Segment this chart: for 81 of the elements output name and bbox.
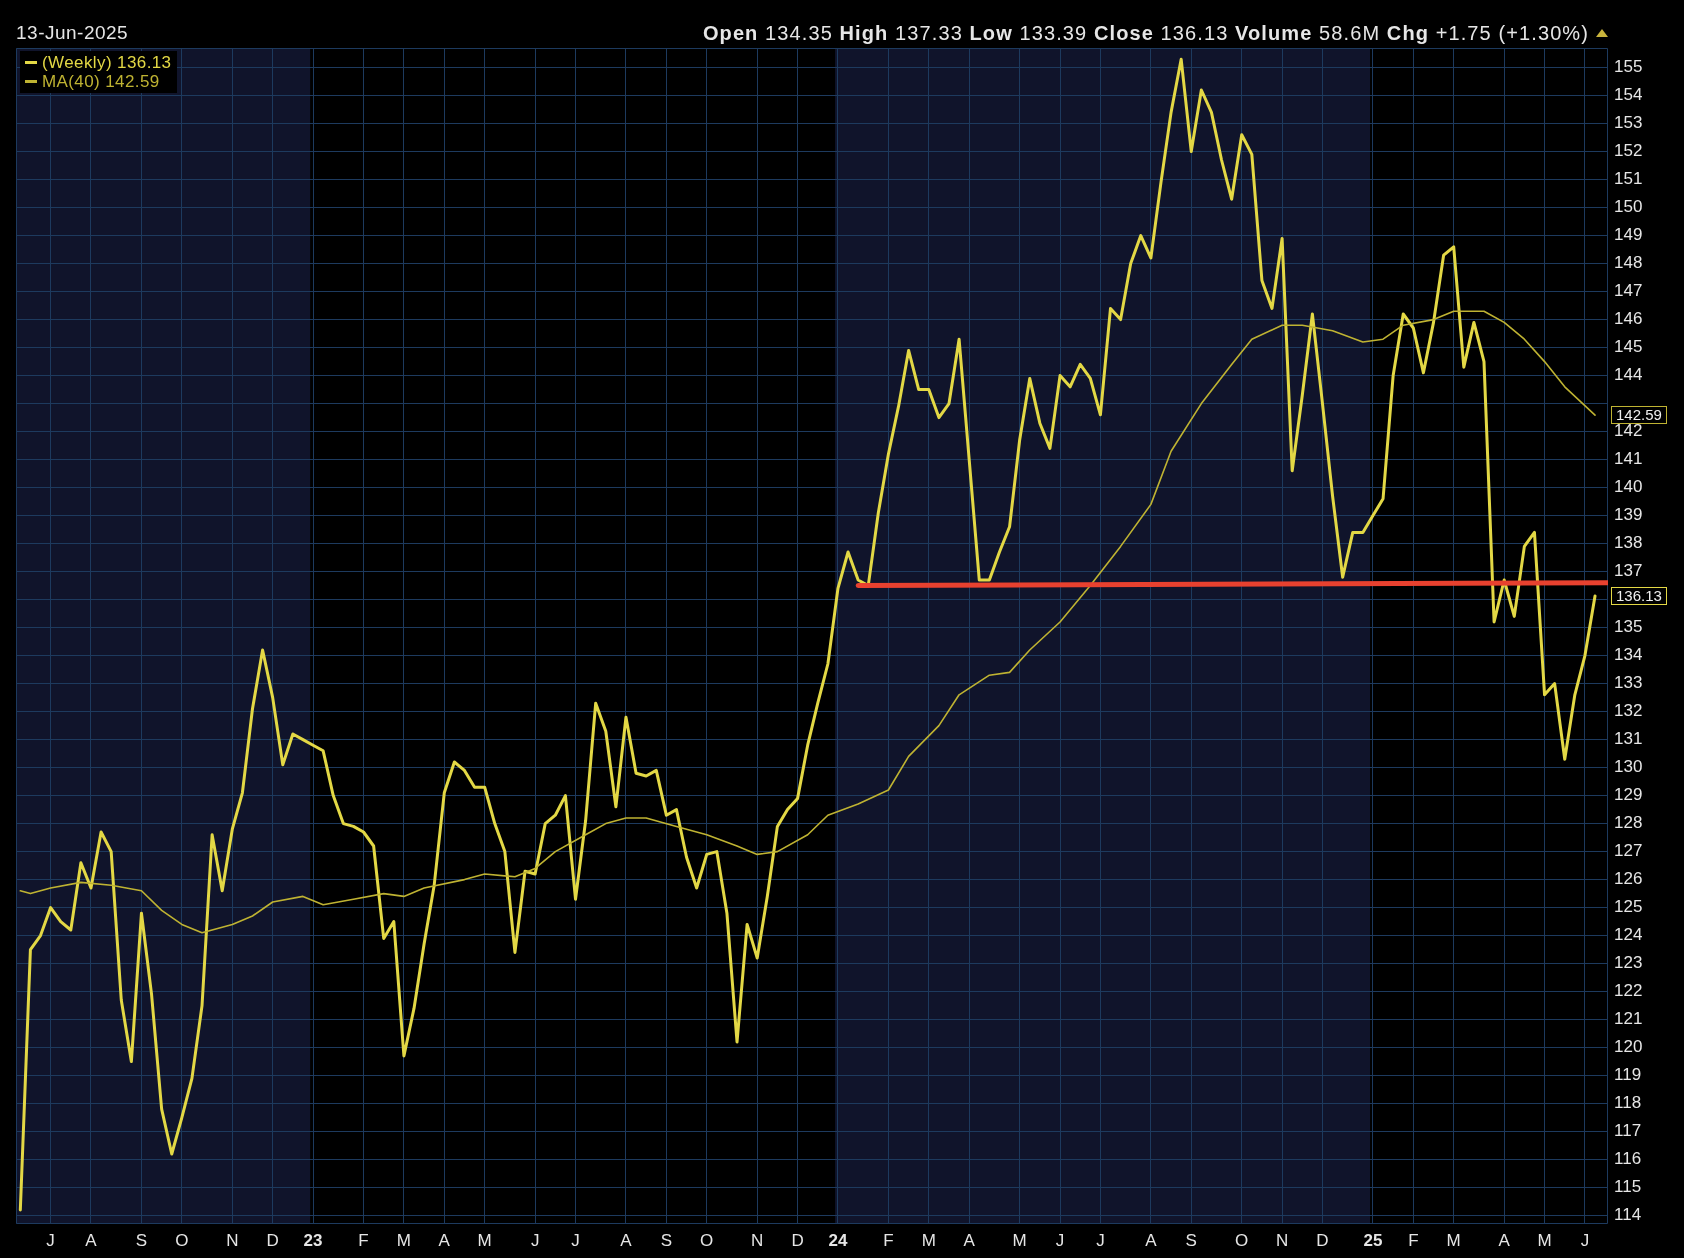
x-tick-label: A [85, 1230, 98, 1250]
y-tick-label: 150 [1614, 197, 1643, 217]
y-tick-label: 133 [1614, 673, 1643, 693]
x-tick-label: O [1235, 1230, 1249, 1250]
x-tick-label: S [660, 1230, 673, 1250]
y-tick-label: 130 [1614, 757, 1643, 777]
x-tick-label: S [135, 1230, 148, 1250]
x-tick-label: O [175, 1230, 189, 1250]
x-tick-label: 25 [1363, 1230, 1383, 1250]
y-tick-label: 153 [1614, 113, 1643, 133]
x-tick-label: A [1145, 1230, 1158, 1250]
y-tick-label: 146 [1614, 309, 1643, 329]
x-tick-label: A [438, 1230, 451, 1250]
y-tick-label: 114 [1614, 1205, 1642, 1225]
x-tick-label: M [477, 1230, 492, 1250]
y-tick-label: 141 [1614, 449, 1643, 469]
y-tick-label: 131 [1614, 729, 1643, 749]
y-tick-label: 151 [1614, 169, 1643, 189]
x-tick-label: J [46, 1230, 55, 1250]
x-tick-label: A [963, 1230, 976, 1250]
x-tick-label: D [791, 1230, 804, 1250]
y-tick-label: 147 [1614, 281, 1643, 301]
y-tick-label: 121 [1614, 1009, 1643, 1029]
y-tick-label: 120 [1614, 1037, 1643, 1057]
y-tick-label: 134 [1614, 645, 1643, 665]
x-tick-label: N [1275, 1230, 1289, 1250]
x-tick-label: A [620, 1230, 633, 1250]
y-tick-label: 132 [1614, 701, 1643, 721]
y-tick-label: 129 [1614, 785, 1643, 805]
text: Open 134.35 High 137.33 Low 133.39 Close 136.13 Volume 58.6M Chg +1.75 (+1.30%) [702, 22, 1589, 44]
annotation: 142.59 [1611, 406, 1667, 425]
y-tick-label: 137 [1614, 561, 1643, 581]
legend-label: (Weekly) 136.13 [42, 53, 172, 72]
x-tick-label: D [1316, 1230, 1329, 1250]
x-tick-label: J [1096, 1230, 1105, 1250]
y-tick-label: 128 [1614, 813, 1643, 833]
chart-subtitle: 13-Jun-2025 [16, 22, 129, 44]
y-tick-label: 126 [1614, 869, 1643, 889]
x-tick-label: 24 [828, 1230, 848, 1250]
x-tick-label: M [1446, 1230, 1461, 1250]
y-tick-label: 123 [1614, 953, 1643, 973]
x-tick-label: M [1012, 1230, 1027, 1250]
x-tick-label: O [700, 1230, 714, 1250]
y-tick-label: 138 [1614, 533, 1643, 553]
x-tick-label: N [751, 1230, 764, 1250]
x-tick-label: S [1185, 1230, 1197, 1250]
x-tick-label: N [226, 1230, 239, 1250]
y-tick-label: 152 [1614, 141, 1643, 161]
x-tick-label: F [883, 1230, 894, 1250]
y-tick-label: 127 [1614, 841, 1643, 861]
x-tick-label: F [1408, 1230, 1419, 1250]
y-tick-label: 119 [1614, 1065, 1642, 1085]
y-tick-label: 144 [1614, 365, 1643, 385]
annotation: 136.13 [1611, 586, 1667, 605]
y-tick-label: 117 [1614, 1121, 1642, 1141]
y-tick-label: 115 [1614, 1177, 1642, 1197]
y-tick-label: 118 [1614, 1093, 1642, 1113]
x-tick-label: M [396, 1230, 411, 1250]
x-tick-label: M [921, 1230, 936, 1250]
x-tick-label: J [1580, 1230, 1590, 1250]
y-tick-label: 149 [1614, 225, 1643, 245]
x-tick-label: J [1055, 1230, 1065, 1250]
y-tick-label: 122 [1614, 981, 1643, 1001]
y-tick-label: 154 [1614, 85, 1643, 105]
y-tick-label: 125 [1614, 897, 1643, 917]
x-tick-label: J [530, 1230, 540, 1250]
x-tick-label: J [571, 1230, 580, 1250]
x-tick-label: 23 [303, 1230, 323, 1250]
x-tick-label: D [266, 1230, 279, 1250]
x-tick-label: A [1498, 1230, 1511, 1250]
y-tick-label: 124 [1614, 925, 1643, 945]
y-tick-label: 116 [1614, 1149, 1642, 1169]
y-tick-label: 145 [1614, 337, 1643, 357]
y-tick-label: 148 [1614, 253, 1643, 273]
y-tick-label: 140 [1614, 477, 1643, 497]
y-tick-label: 139 [1614, 505, 1643, 525]
y-tick-label: 135 [1614, 617, 1643, 637]
legend-label: MA(40) 142.59 [42, 72, 160, 91]
y-tick-label: 155 [1614, 57, 1643, 77]
x-tick-label: F [358, 1230, 369, 1250]
x-tick-label: M [1537, 1230, 1552, 1250]
